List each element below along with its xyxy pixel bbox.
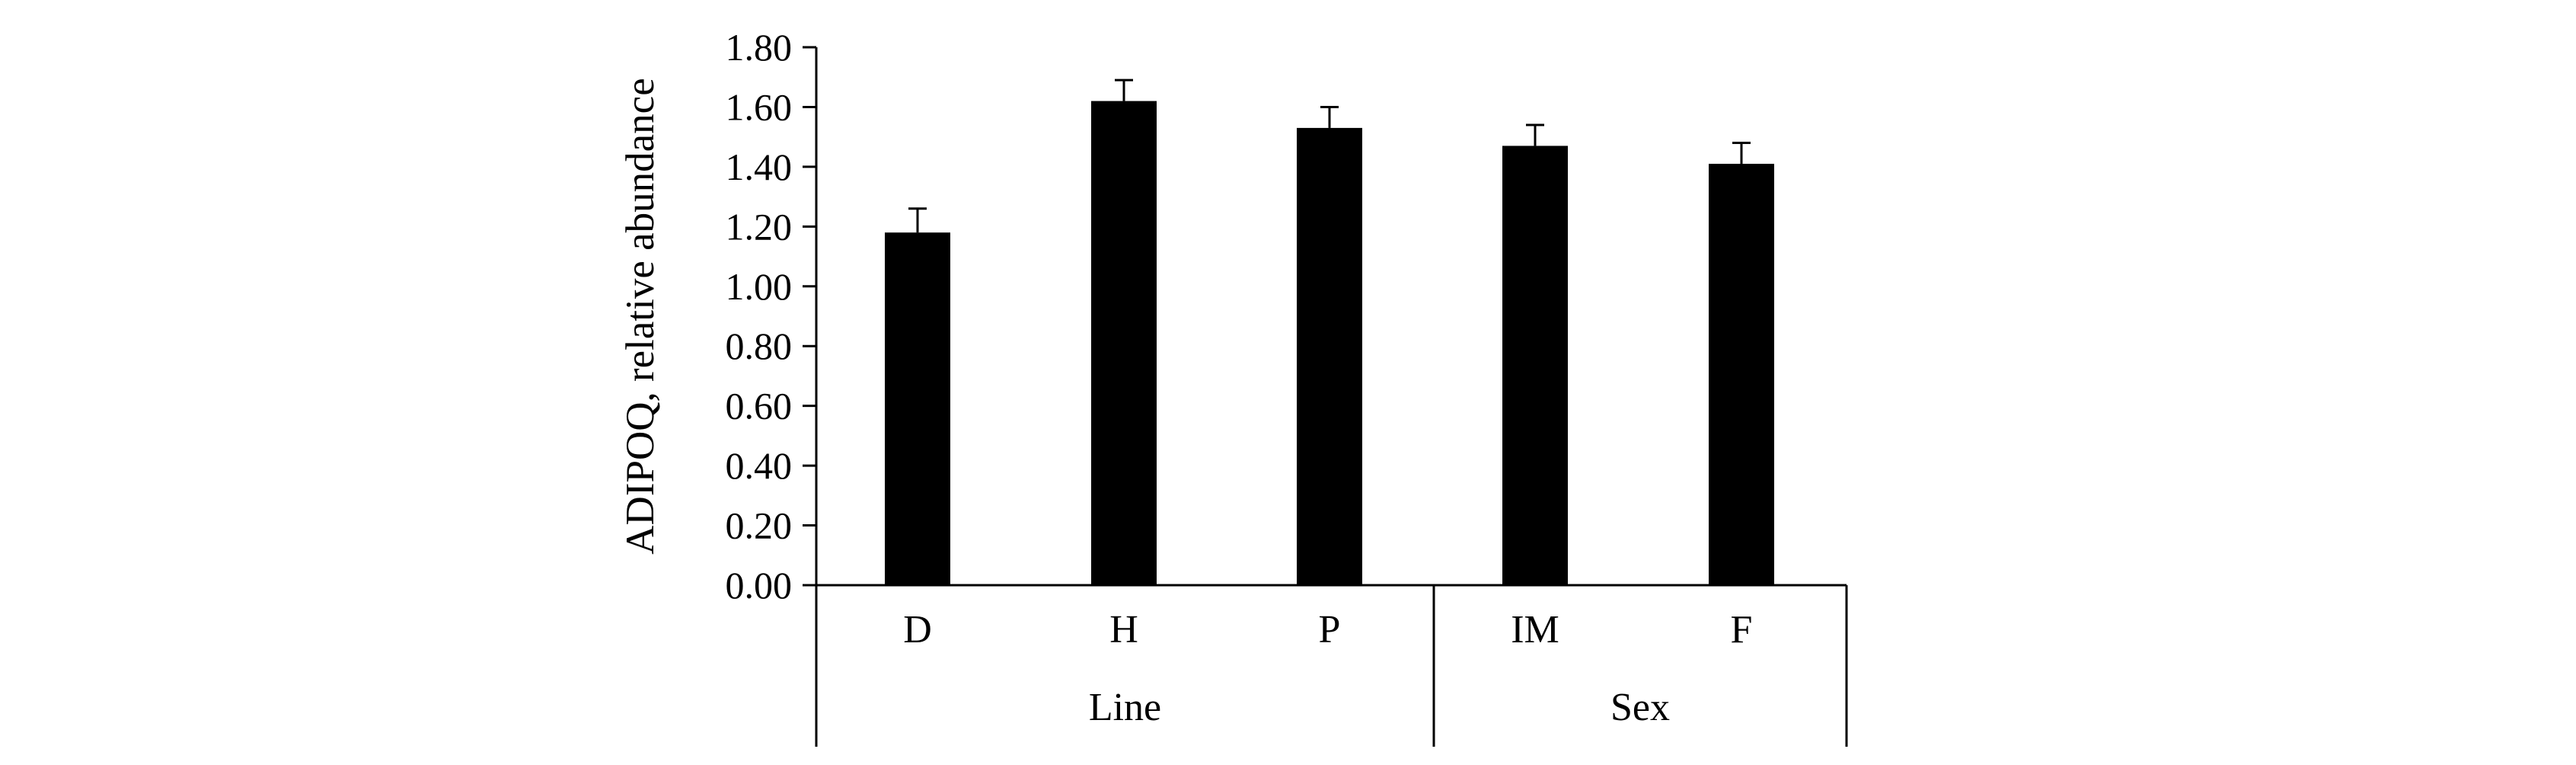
y-tick-label: 1.60	[726, 85, 793, 128]
y-tick-labels: 0.00 0.20 0.40 0.60 0.80 1.00 1.20 1.40 1.60 1.80	[726, 26, 816, 607]
y-tick-label: 0.80	[726, 325, 793, 367]
bar-h	[1091, 101, 1157, 586]
bar-d	[885, 232, 950, 585]
y-tick-label: 1.40	[726, 146, 793, 188]
y-axis-label: ADIPOQ, relative abundance	[618, 78, 662, 554]
x-category-label: D	[903, 608, 932, 651]
x-category-label: IM	[1511, 608, 1559, 651]
y-tick-label: 1.80	[726, 26, 793, 69]
y-tick-label: 1.20	[726, 205, 793, 248]
x-group-label: Sex	[1610, 686, 1670, 729]
y-axis-label-group: ADIPOQ, relative abundance	[618, 78, 662, 554]
y-tick-label: 0.60	[726, 385, 793, 427]
x-category-label: F	[1731, 608, 1753, 651]
error-bars	[908, 78, 1751, 233]
x-group-labels: Line Sex	[1089, 686, 1670, 729]
x-category-label: H	[1109, 608, 1138, 651]
y-tick-label: 1.00	[726, 265, 793, 308]
y-tick-label: 0.40	[726, 444, 793, 487]
bar-im	[1502, 146, 1568, 585]
x-category-labels: D H P IM F	[903, 608, 1752, 651]
y-tick-label: 0.00	[726, 564, 793, 607]
bar-p	[1297, 127, 1362, 585]
x-category-label: P	[1319, 608, 1341, 651]
x-group-label: Line	[1089, 686, 1161, 729]
bar-f	[1709, 163, 1774, 585]
bars	[885, 101, 1774, 586]
y-tick-label: 0.20	[726, 504, 793, 547]
